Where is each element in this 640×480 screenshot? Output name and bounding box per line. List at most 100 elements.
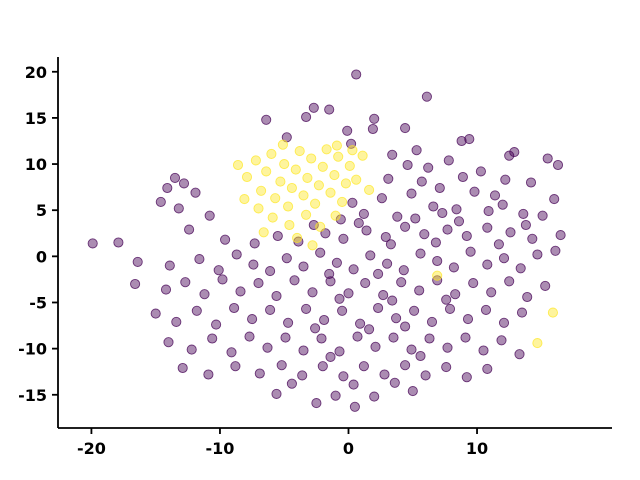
scatter-point-cluster-purple bbox=[407, 386, 418, 397]
scatter-point-cluster-purple bbox=[504, 150, 515, 161]
scatter-point-cluster-purple bbox=[460, 332, 471, 343]
scatter-point-cluster-purple bbox=[388, 332, 399, 343]
scatter-point-cluster-yellow bbox=[532, 338, 543, 349]
scatter-point-cluster-purple bbox=[500, 174, 511, 185]
y-tick-label: 10 bbox=[25, 155, 47, 174]
scatter-point-cluster-purple bbox=[301, 303, 312, 314]
scatter-point-cluster-purple bbox=[527, 233, 538, 244]
scatter-point-cluster-yellow bbox=[277, 139, 288, 150]
scatter-point-cluster-purple bbox=[428, 201, 439, 212]
scatter-point-cluster-purple bbox=[461, 372, 472, 383]
scatter-point-cluster-purple bbox=[434, 182, 445, 194]
scatter-point-cluster-purple bbox=[169, 172, 181, 183]
scatter-point-cluster-yellow bbox=[239, 194, 250, 205]
scatter-point-cluster-purple bbox=[199, 289, 210, 300]
scatter-point-cluster-yellow bbox=[294, 146, 305, 157]
scatter-point-cluster-purple bbox=[358, 208, 369, 219]
scatter-point-cluster-purple bbox=[387, 149, 398, 160]
scatter-point-cluster-purple bbox=[432, 255, 443, 267]
scatter-point-cluster-purple bbox=[343, 288, 354, 299]
scatter-point-cluster-purple bbox=[520, 219, 531, 231]
scatter-point-cluster-purple bbox=[416, 176, 427, 187]
scatter-point-cluster-purple bbox=[177, 362, 188, 374]
scatter-point-cluster-purple bbox=[307, 287, 318, 298]
scatter-point-cluster-purple bbox=[204, 210, 215, 221]
scatter-point-cluster-purple bbox=[308, 219, 319, 231]
scatter-point-cluster-purple bbox=[396, 277, 407, 288]
scatter-point-cluster-yellow bbox=[256, 185, 267, 196]
scatter-point-cluster-yellow bbox=[266, 148, 277, 159]
scatter-point-cluster-purple bbox=[281, 253, 292, 264]
scatter-point-cluster-purple bbox=[87, 238, 98, 249]
scatter-point-cluster-purple bbox=[409, 305, 420, 316]
scatter-point-cluster-purple bbox=[231, 249, 242, 260]
scatter-point-cluster-yellow bbox=[290, 164, 301, 175]
scatter-point-cluster-purple bbox=[220, 234, 231, 245]
scatter-point-cluster-yellow bbox=[307, 240, 318, 251]
scatter-point-cluster-purple bbox=[419, 229, 430, 240]
x-tick-label: -10 bbox=[206, 439, 235, 458]
scatter-point-cluster-purple bbox=[400, 123, 411, 134]
scatter-point-cluster-purple bbox=[184, 224, 195, 235]
scatter-point-cluster-purple bbox=[235, 286, 246, 297]
scatter-point-cluster-purple bbox=[365, 250, 376, 261]
scatter-point-cluster-yellow bbox=[292, 232, 303, 243]
scatter-point-cluster-yellow bbox=[261, 166, 272, 177]
scatter-point-cluster-yellow bbox=[313, 180, 324, 191]
scatter-point-cluster-yellow bbox=[253, 203, 264, 214]
scatter-point-cluster-purple bbox=[349, 401, 360, 412]
scatter-point-cluster-purple bbox=[398, 265, 409, 276]
scatter-point-cluster-purple bbox=[180, 277, 191, 288]
scatter-point-cluster-purple bbox=[213, 265, 224, 276]
scatter-point-cluster-purple bbox=[482, 363, 493, 374]
scatter-point-cluster-purple bbox=[504, 276, 515, 287]
scatter-point-cluster-yellow bbox=[351, 174, 362, 185]
scatter-point-cluster-purple bbox=[211, 319, 222, 330]
scatter-point-cluster-purple bbox=[338, 233, 349, 244]
scatter-point-cluster-purple bbox=[355, 318, 366, 329]
scatter-point-cluster-purple bbox=[532, 249, 543, 260]
scatter-point-cluster-purple bbox=[453, 216, 465, 227]
scatter-point-cluster-purple bbox=[525, 177, 537, 188]
scatter-point-cluster-purple bbox=[465, 246, 476, 257]
scatter-point-cluster-purple bbox=[379, 369, 390, 380]
scatter-point-cluster-purple bbox=[113, 237, 124, 248]
scatter-point-cluster-yellow bbox=[317, 161, 328, 172]
scatter-point-cluster-purple bbox=[400, 321, 411, 332]
scatter-point-cluster-purple bbox=[353, 218, 364, 229]
scatter-point-cluster-purple bbox=[387, 295, 398, 306]
scatter-point-cluster-purple bbox=[298, 261, 309, 272]
scatter-point-cluster-purple bbox=[406, 188, 417, 199]
scatter-point-cluster-purple bbox=[253, 278, 264, 289]
scatter-point-cluster-purple bbox=[385, 239, 396, 250]
scatter-point-cluster-purple bbox=[319, 314, 330, 326]
scatter-point-cluster-purple bbox=[540, 280, 551, 291]
scatter-point-cluster-purple bbox=[261, 114, 272, 125]
scatter-point-cluster-purple bbox=[217, 274, 228, 285]
scatter-point-cluster-purple bbox=[496, 335, 507, 346]
scatter-point-cluster-purple bbox=[320, 228, 331, 239]
scatter-point-cluster-yellow bbox=[547, 307, 558, 318]
scatter-point-cluster-purple bbox=[415, 248, 426, 259]
scatter-point-cluster-purple bbox=[537, 210, 548, 221]
scatter-point-cluster-purple bbox=[497, 199, 508, 210]
scatter-point-cluster-purple bbox=[376, 193, 387, 204]
scatter-point-cluster-purple bbox=[248, 259, 259, 270]
scatter-point-cluster-purple bbox=[480, 304, 492, 315]
scatter-point-cluster-purple bbox=[448, 262, 459, 273]
scatter-point-cluster-purple bbox=[406, 344, 417, 355]
scatter-point-cluster-purple bbox=[370, 341, 381, 352]
scatter-point-cluster-purple bbox=[265, 266, 276, 277]
scatter-point-cluster-purple bbox=[456, 135, 467, 147]
scatter-point-cluster-yellow bbox=[275, 176, 286, 187]
scatter-point-cluster-purple bbox=[423, 162, 434, 173]
scatter-point-cluster-purple bbox=[415, 350, 426, 362]
scatter-point-cluster-purple bbox=[550, 245, 561, 256]
scatter-point-cluster-purple bbox=[411, 145, 422, 156]
scatter-point-cluster-purple bbox=[324, 104, 335, 115]
scatter-point-cluster-purple bbox=[315, 247, 326, 258]
scatter-point-cluster-purple bbox=[283, 317, 294, 328]
scatter-point-cluster-purple bbox=[254, 368, 265, 379]
y-tick-label: 15 bbox=[25, 109, 47, 128]
y-tick-label: 20 bbox=[25, 63, 47, 82]
